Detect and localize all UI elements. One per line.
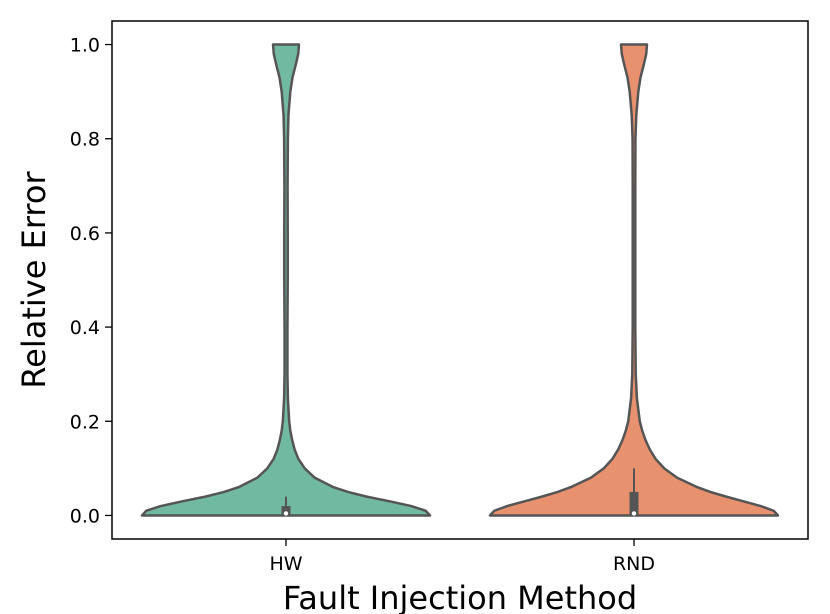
x-tick-label-1: RND (613, 553, 655, 575)
y-tick-label-3: 0.6 (70, 223, 100, 245)
x-tick-label-0: HW (269, 553, 302, 575)
y-axis-title: Relative Error (15, 171, 53, 389)
plot-frame (111, 20, 809, 540)
y-tick-label-2: 0.4 (70, 317, 100, 339)
median-marker-hw (283, 511, 289, 516)
y-tick-label-5: 1.0 (70, 35, 100, 57)
x-axis: HW RND (269, 539, 655, 575)
iqr-box-hw (281, 506, 291, 516)
y-tick-label-1: 0.2 (70, 411, 100, 433)
violin-rnd (488, 43, 780, 517)
violin-hw (140, 43, 432, 517)
y-tick-label-4: 0.8 (70, 129, 100, 151)
violins-layer (140, 43, 780, 517)
median-marker-rnd (631, 511, 637, 516)
y-axis: 0.0 0.2 0.4 0.6 0.8 1.0 (70, 35, 112, 527)
x-axis-title: Fault Injection Method (283, 579, 637, 614)
iqr-box-rnd (629, 491, 639, 516)
y-tick-label-0: 0.0 (70, 505, 100, 527)
plot-background (112, 21, 808, 539)
